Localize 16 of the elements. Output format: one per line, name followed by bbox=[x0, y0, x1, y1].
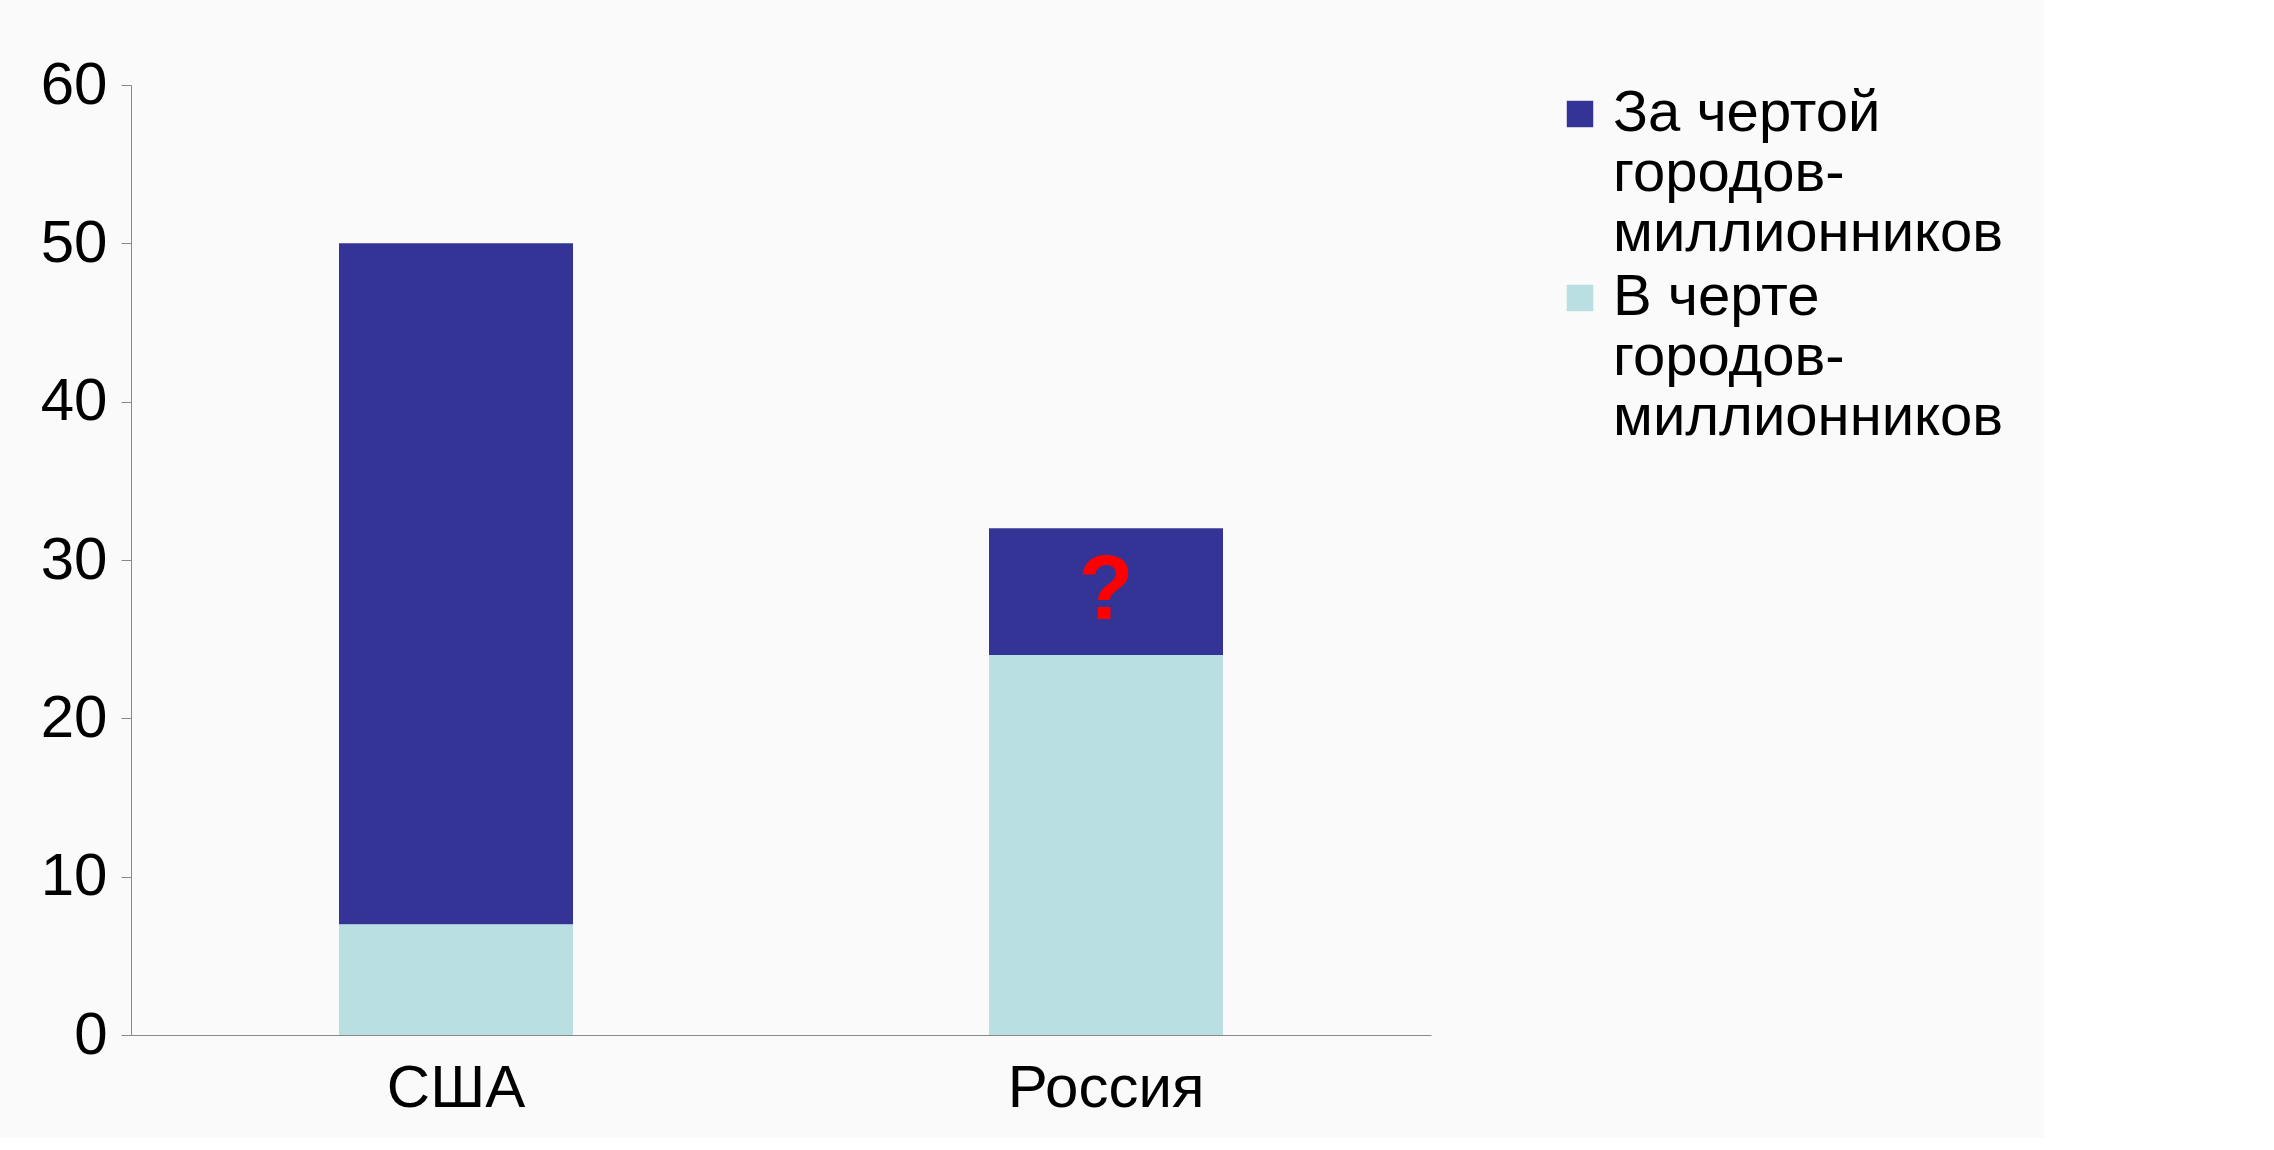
bar bbox=[989, 655, 1223, 1035]
annotation: ? bbox=[1078, 537, 1134, 638]
bar bbox=[339, 924, 573, 1035]
bar bbox=[339, 243, 573, 925]
y-tick-label: 10 bbox=[40, 841, 108, 909]
legend-label: В черте городов-миллионников bbox=[1613, 262, 2004, 447]
y-tick-label: 50 bbox=[40, 207, 108, 275]
bar bbox=[989, 528, 1223, 655]
y-tick-label: 20 bbox=[40, 682, 108, 750]
x-tick-label: Россия bbox=[1007, 1052, 1205, 1120]
x-tick-label: США bbox=[386, 1052, 526, 1120]
legend-label: За чертой городов-миллионников bbox=[1613, 78, 2004, 263]
y-tick-label: 30 bbox=[40, 524, 108, 592]
y-tick-label: 0 bbox=[74, 999, 108, 1067]
y-tick-label: 40 bbox=[40, 366, 108, 434]
y-tick-label: 60 bbox=[40, 49, 108, 117]
